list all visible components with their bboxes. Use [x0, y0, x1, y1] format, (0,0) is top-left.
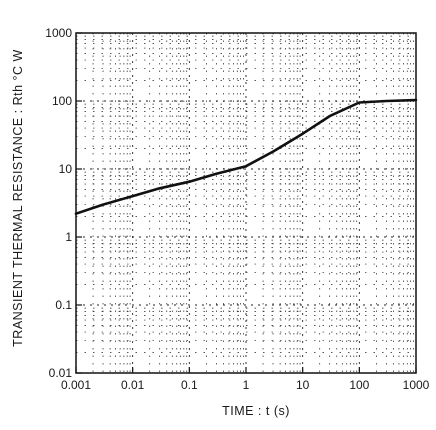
x-axis-title: TIME : t (s)	[222, 404, 290, 418]
y-tick-label: 1	[65, 230, 72, 244]
y-tick-labels: 0.01 0.1 1 10 100 1000	[45, 26, 72, 380]
grid-lines	[75, 33, 416, 374]
x-tick-label: 1000	[403, 378, 430, 392]
x-tick-labels: 0.001 0.01 0.1 1 10 100 1000	[61, 378, 430, 392]
x-tick-label: 0.01	[121, 378, 145, 392]
x-tick-label: 100	[349, 378, 369, 392]
y-tick-label: 100	[52, 94, 72, 108]
y-tick-label: 10	[59, 162, 73, 176]
axis-ticks	[75, 32, 417, 374]
y-tick-label: 0.1	[55, 298, 72, 312]
x-tick-label: 0.1	[181, 378, 198, 392]
x-tick-label: 1	[243, 378, 250, 392]
series-line	[74, 98, 418, 215]
x-tick-label: 10	[296, 378, 310, 392]
y-axis-title: TRANSIENT THERMAL RESISTANCE : Rth °C W	[11, 49, 25, 347]
y-tick-label: 0.01	[49, 366, 73, 380]
x-tick-label: 0.001	[61, 378, 91, 392]
y-tick-label: 1000	[45, 26, 72, 40]
